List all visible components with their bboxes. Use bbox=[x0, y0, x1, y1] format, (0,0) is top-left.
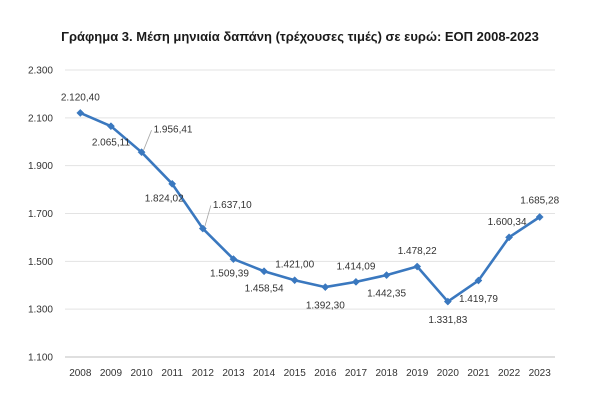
x-tick-label: 2014 bbox=[253, 368, 276, 379]
y-tick-label: 1.700 bbox=[28, 209, 53, 220]
data-label: 1.600,34 bbox=[488, 217, 527, 228]
data-labels: 2.120,40 2.065,11 1.956,41 1.824,02 1.637,10… bbox=[61, 92, 560, 326]
leader-lines bbox=[143, 130, 212, 227]
x-tick-label: 2018 bbox=[375, 368, 398, 379]
series-layer bbox=[76, 109, 544, 306]
data-label: 1.685,28 bbox=[520, 196, 559, 207]
x-tick-label: 2016 bbox=[314, 368, 337, 379]
x-tick-label: 2017 bbox=[345, 368, 368, 379]
x-tick-label: 2011 bbox=[161, 368, 183, 379]
data-point bbox=[351, 277, 360, 286]
data-point bbox=[474, 276, 483, 285]
y-tick-label: 1.100 bbox=[28, 353, 53, 364]
data-point bbox=[229, 255, 238, 264]
x-tick-label: 2020 bbox=[437, 368, 460, 379]
data-label: 1.509,39 bbox=[210, 269, 249, 280]
data-label: 1.637,10 bbox=[213, 200, 252, 211]
y-tick-label: 2.300 bbox=[28, 66, 53, 77]
data-point bbox=[198, 224, 207, 233]
x-tick-label: 2021 bbox=[467, 368, 490, 379]
data-label: 1.419,79 bbox=[459, 294, 498, 305]
y-tick-label: 1.500 bbox=[28, 257, 53, 268]
y-tick-label: 2.100 bbox=[28, 113, 53, 124]
data-label: 1.956,41 bbox=[154, 125, 193, 136]
y-tick-label: 1.300 bbox=[28, 305, 53, 316]
data-label: 1.442,35 bbox=[367, 289, 406, 300]
data-point bbox=[321, 283, 330, 292]
data-point bbox=[535, 213, 544, 221]
x-tick-label: 2013 bbox=[222, 368, 245, 379]
data-point bbox=[290, 276, 299, 285]
data-point bbox=[76, 109, 85, 117]
data-label: 1.478,22 bbox=[398, 246, 437, 257]
y-tick-label: 1.900 bbox=[28, 161, 53, 172]
data-label: 1.824,02 bbox=[145, 193, 184, 204]
data-point bbox=[260, 267, 269, 276]
x-tick-label: 2010 bbox=[130, 368, 153, 379]
data-label: 1.458,54 bbox=[245, 284, 284, 295]
data-label: 1.331,83 bbox=[428, 315, 467, 326]
data-point bbox=[382, 271, 391, 280]
leader-line bbox=[143, 130, 152, 151]
x-tick-label: 2008 bbox=[69, 368, 92, 379]
data-label: 1.414,09 bbox=[336, 261, 375, 272]
series-line bbox=[79, 111, 541, 303]
x-tick-label: 2009 bbox=[100, 368, 123, 379]
data-label: 2.065,11 bbox=[92, 138, 131, 149]
x-tick-label: 2019 bbox=[406, 368, 429, 379]
data-point bbox=[443, 297, 452, 306]
y-axis-ticks: 1.100 1.300 1.500 1.700 1.900 2.100 2.300 bbox=[28, 66, 53, 364]
x-tick-label: 2015 bbox=[284, 368, 307, 379]
data-point bbox=[413, 262, 422, 271]
data-label: 1.392,30 bbox=[306, 301, 345, 312]
data-label: 1.421,00 bbox=[275, 260, 314, 271]
data-point bbox=[137, 148, 146, 157]
data-label: 2.120,40 bbox=[61, 92, 100, 103]
data-point bbox=[168, 179, 177, 188]
data-point bbox=[505, 233, 514, 242]
x-tick-label: 2023 bbox=[529, 368, 552, 379]
x-tick-label: 2012 bbox=[192, 368, 215, 379]
chart-title: Γράφημα 3. Μέση μηνιαία δαπάνη (τρέχουσε… bbox=[61, 29, 539, 44]
x-axis-ticks: 2008 2009 2010 2011 2012 2013 2014 2015 2016 2017… bbox=[69, 368, 551, 379]
leader-line bbox=[204, 205, 212, 227]
gridlines bbox=[65, 69, 555, 310]
x-tick-label: 2022 bbox=[498, 368, 521, 379]
data-point bbox=[106, 122, 115, 131]
